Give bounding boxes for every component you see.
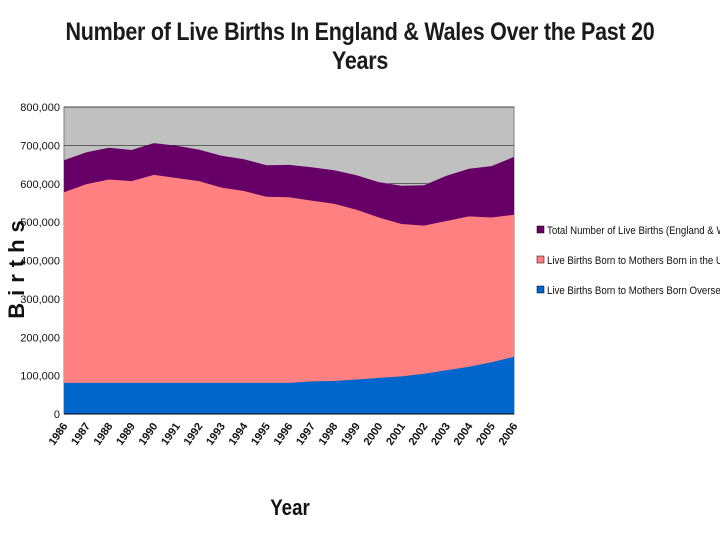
- x-tick-label: 1993: [204, 421, 228, 448]
- x-tick-label: 1992: [182, 421, 206, 448]
- series-areas: [64, 143, 514, 415]
- legend-label: Total Number of Live Births (England & W…: [547, 226, 720, 238]
- y-tick-label: 600,000: [20, 179, 60, 191]
- x-tick-label: 1987: [69, 421, 93, 448]
- x-tick-label: 1994: [227, 420, 251, 448]
- x-tick-label: 2001: [384, 421, 408, 448]
- x-tick-label: 2003: [429, 421, 453, 448]
- x-tick-label: 1989: [114, 421, 138, 448]
- legend-swatch: [536, 255, 545, 264]
- x-axis-title: Year: [270, 497, 310, 521]
- x-tick-label: 2004: [452, 420, 476, 448]
- x-tick-label: 1996: [272, 421, 296, 448]
- series-area-2: [64, 174, 514, 414]
- y-tick-label: 800,000: [20, 102, 60, 114]
- x-tick-label: 2000: [362, 421, 386, 448]
- x-tick-label: 1988: [92, 421, 116, 448]
- legend-label: Live Births Born to Mothers Born in the …: [547, 256, 720, 268]
- y-tick-label: 100,000: [20, 371, 60, 383]
- legend-swatch: [536, 285, 545, 294]
- y-tick-label: 500,000: [20, 217, 60, 229]
- x-tick-label: 1998: [317, 421, 341, 448]
- series-area-3: [64, 356, 514, 414]
- y-tick-label: 700,000: [20, 140, 60, 152]
- y-tick-label: 200,000: [20, 332, 60, 344]
- x-tick-label: 1999: [339, 421, 363, 448]
- y-tick-label: 0: [54, 409, 60, 421]
- legend: Total Number of Live Births (England & W…: [536, 225, 720, 298]
- x-tick-label: 1986: [47, 421, 71, 448]
- x-tick-label: 1990: [137, 421, 161, 448]
- legend-swatch: [536, 225, 545, 234]
- x-tick-label: 1997: [294, 421, 318, 448]
- y-axis-ticks: 0 100,000 200,000 300,000 400,000 500,000 600,…: [20, 102, 60, 421]
- x-tick-label: 2005: [474, 421, 498, 448]
- x-tick-label: 1991: [159, 421, 183, 448]
- legend-label: Live Births Born to Mothers Born Oversea…: [547, 286, 720, 298]
- x-tick-label: 1995: [249, 421, 273, 448]
- y-axis-title: Births: [4, 213, 29, 319]
- x-tick-label: 2002: [407, 421, 431, 448]
- x-axis-ticks: 1986198719881989199019911992199319941995…: [47, 420, 521, 448]
- chart-title: Number of Live Births In England & Wales…: [65, 18, 655, 75]
- x-tick-label: 2006: [497, 421, 521, 448]
- y-tick-label: 300,000: [20, 294, 60, 306]
- y-tick-label: 400,000: [20, 256, 60, 268]
